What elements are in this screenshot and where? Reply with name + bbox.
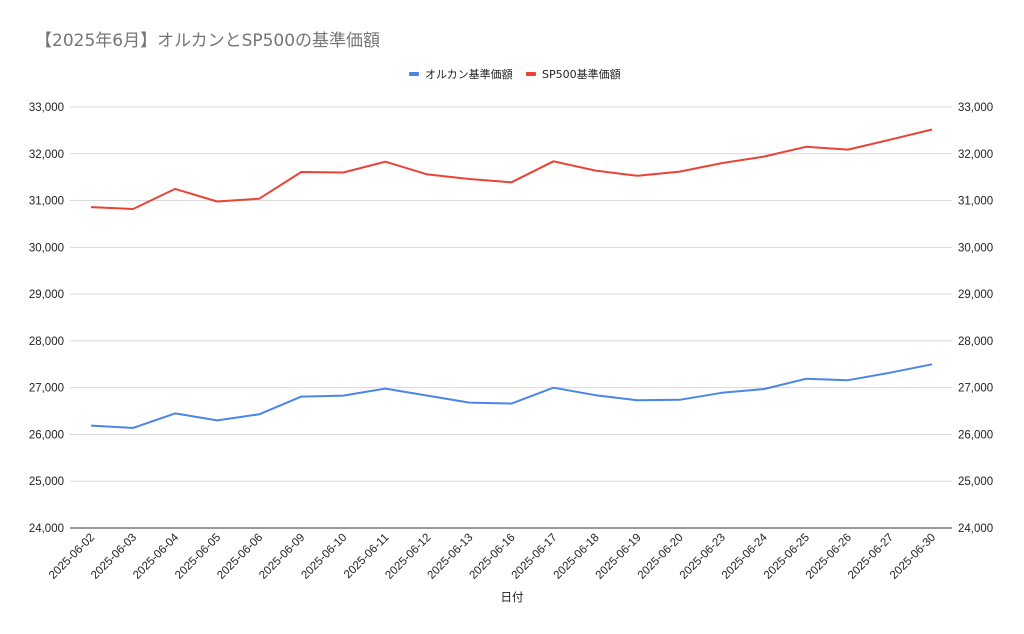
series-lines xyxy=(90,128,933,429)
legend-label-allcountry: オルカン基準価額 xyxy=(425,67,513,81)
y-axis-right: 24,000 25,000 26,000 27,000 28,000 29,000 30,0… xyxy=(958,102,993,535)
y-tick-label-left: 27,000 xyxy=(29,383,64,395)
chart-title: 【2025年6月】オルカンとSP500の基準価額 xyxy=(35,31,380,51)
y-tick-label-left: 28,000 xyxy=(29,336,64,348)
x-tick-label: 2025-06-10 xyxy=(299,532,349,582)
series-line-sp500 xyxy=(90,128,933,210)
legend-swatch-sp500 xyxy=(526,72,536,76)
y-tick-label-left: 32,000 xyxy=(29,149,64,161)
y-tick-label-right: 30,000 xyxy=(958,242,993,254)
y-tick-label-left: 24,000 xyxy=(29,523,64,535)
y-tick-label-left: 33,000 xyxy=(29,102,64,114)
y-tick-label-right: 25,000 xyxy=(958,476,993,488)
y-tick-label-right: 24,000 xyxy=(958,523,993,535)
y-tick-label-left: 31,000 xyxy=(29,196,64,208)
y-tick-label-left: 25,000 xyxy=(29,476,64,488)
y-tick-label-right: 26,000 xyxy=(958,429,993,441)
y-axis-left: 24,000 25,000 26,000 27,000 28,000 29,000 30,0… xyxy=(29,102,64,535)
y-tick-label-left: 26,000 xyxy=(29,429,64,441)
y-tick-label-left: 30,000 xyxy=(29,242,64,254)
y-tick-label-right: 29,000 xyxy=(958,289,993,301)
y-tick-label-right: 33,000 xyxy=(958,102,993,114)
y-tick-label-right: 27,000 xyxy=(958,383,993,395)
legend-label-sp500: SP500基準価額 xyxy=(542,67,621,81)
series-line-allcountry xyxy=(90,363,933,429)
y-tick-label-right: 32,000 xyxy=(958,149,993,161)
legend: オルカン基準価額 SP500基準価額 xyxy=(409,67,621,81)
y-tick-label-right: 28,000 xyxy=(958,336,993,348)
x-axis: 2025-06-022025-06-032025-06-042025-06-05… xyxy=(47,531,938,582)
y-tick-label-left: 29,000 xyxy=(29,289,64,301)
legend-swatch-allcountry xyxy=(409,72,419,76)
y-tick-label-right: 31,000 xyxy=(958,196,993,208)
x-axis-title: 日付 xyxy=(501,590,524,604)
x-tick-label: 2025-06-30 xyxy=(888,532,938,582)
gridlines xyxy=(70,106,952,529)
